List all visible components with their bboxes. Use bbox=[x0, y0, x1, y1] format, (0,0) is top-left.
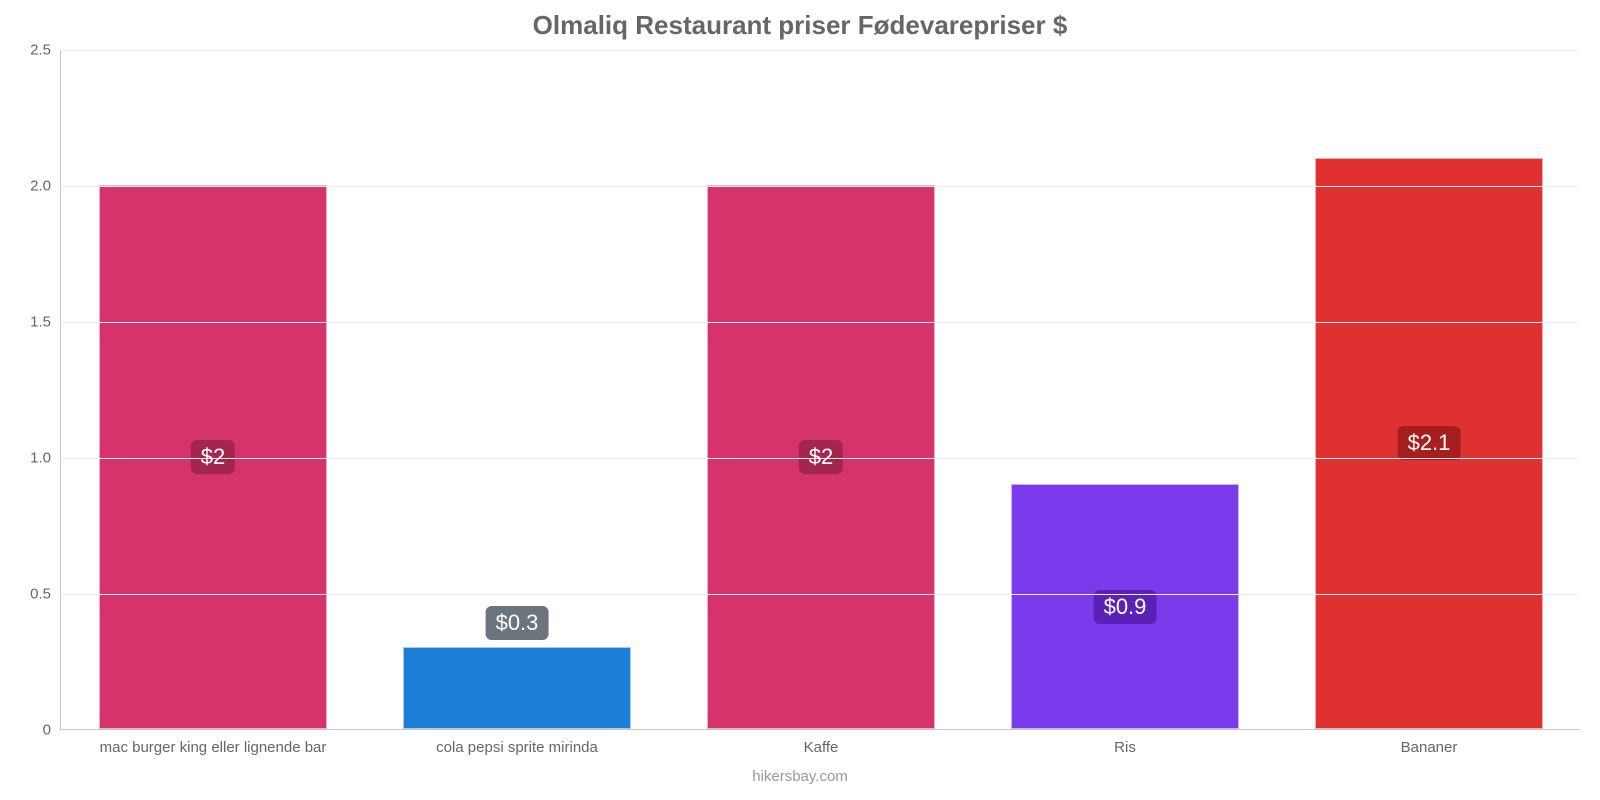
bar: $2 bbox=[707, 185, 935, 729]
x-tick-label: Ris bbox=[1114, 729, 1136, 756]
chart-title: Olmaliq Restaurant priser Fødevarepriser… bbox=[0, 10, 1600, 41]
bar-value-label: $2.1 bbox=[1398, 426, 1461, 460]
y-tick-label: 2.5 bbox=[30, 42, 61, 59]
chart-footer: hikersbay.com bbox=[0, 768, 1600, 785]
x-tick-label: Kaffe bbox=[804, 729, 839, 756]
y-tick-label: 1.5 bbox=[30, 314, 61, 331]
x-tick-label: Bananer bbox=[1401, 729, 1458, 756]
grid-line bbox=[61, 594, 1580, 595]
bars-layer: $2 $0.3 $2 $0.9 $2.1 bbox=[61, 50, 1580, 729]
plot-area: $2$0.3$2$0.9$2.1 00.51.01.52.02.5mac bur… bbox=[60, 50, 1580, 730]
x-tick-label: cola pepsi sprite mirinda bbox=[436, 729, 598, 756]
bar-value-label: $2 bbox=[191, 440, 235, 474]
grid-line bbox=[61, 322, 1580, 323]
bar: $0.9 bbox=[1011, 484, 1239, 729]
grid-line bbox=[61, 458, 1580, 459]
grid-line bbox=[61, 186, 1580, 187]
y-tick-label: 0 bbox=[43, 722, 61, 739]
bar: $2 bbox=[99, 185, 327, 729]
chart-container: Olmaliq Restaurant priser Fødevarepriser… bbox=[0, 0, 1600, 800]
grid-line bbox=[61, 50, 1580, 51]
bar: $0.3 bbox=[403, 647, 631, 729]
y-tick-label: 0.5 bbox=[30, 586, 61, 603]
bar-value-label: $2 bbox=[799, 440, 843, 474]
x-tick-label: mac burger king eller lignende bar bbox=[100, 729, 327, 756]
y-tick-label: 2.0 bbox=[30, 178, 61, 195]
y-tick-label: 1.0 bbox=[30, 450, 61, 467]
bar-value-label: $0.3 bbox=[486, 606, 549, 640]
bar: $2.1 bbox=[1315, 158, 1543, 729]
